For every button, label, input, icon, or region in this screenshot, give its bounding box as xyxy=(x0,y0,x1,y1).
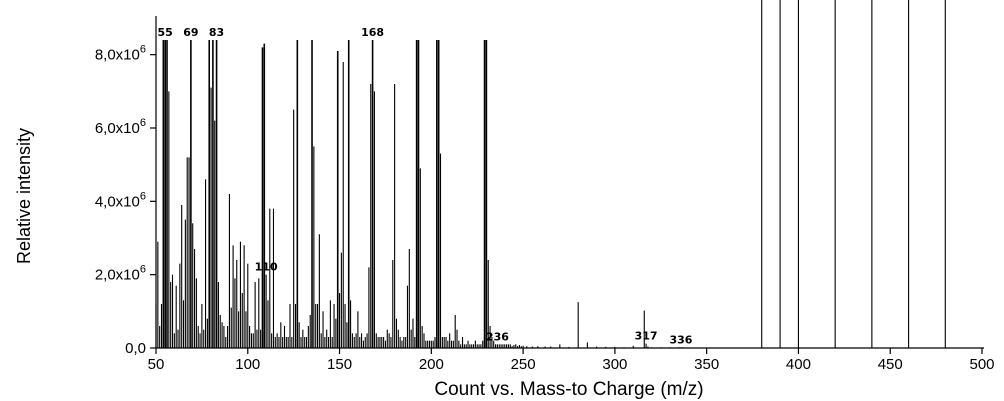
peak-label: 55 xyxy=(158,26,173,39)
y-tick-label: 8,0x106 xyxy=(95,44,146,64)
y-axis-ticks: 0,0 2,0x106 4,0x106 6,0x106 8,0x106 xyxy=(95,44,156,357)
x-tick-label: 400 xyxy=(786,356,811,373)
peak-labels: 55 69 83 110 168 236 317 336 xyxy=(158,26,693,346)
x-tick-label: 150 xyxy=(327,356,352,373)
y-tick-label: 6,0x106 xyxy=(95,117,146,137)
x-tick-label: 250 xyxy=(511,356,536,373)
peak-label: 317 xyxy=(635,330,658,343)
x-tick-label: 300 xyxy=(602,356,627,373)
peak-label: 336 xyxy=(669,333,692,346)
y-tick-label: 0,0 xyxy=(125,340,146,357)
peak-label: 168 xyxy=(361,26,384,39)
x-tick-label: 100 xyxy=(235,356,260,373)
y-tick-label: 2,0x106 xyxy=(95,264,146,284)
x-axis-ticks: 50 100 150 200 250 300 350 400 450 500 xyxy=(148,348,995,373)
peak-label: 236 xyxy=(486,330,509,343)
y-tick-label: 4,0x106 xyxy=(95,190,146,210)
x-tick-label: 200 xyxy=(419,356,444,373)
y-axis-title: Relative intensity xyxy=(14,128,34,264)
x-tick-label: 450 xyxy=(878,356,903,373)
x-axis-title: Count vs. Mass-to Charge (m/z) xyxy=(434,379,703,400)
x-tick-label: 50 xyxy=(148,356,165,373)
spectrum-bars xyxy=(155,0,946,348)
x-tick-label: 350 xyxy=(694,356,719,373)
peak-label: 69 xyxy=(183,26,198,39)
peak-label: 110 xyxy=(255,261,278,274)
x-tick-label: 500 xyxy=(969,356,994,373)
peak-label: 83 xyxy=(209,26,224,39)
